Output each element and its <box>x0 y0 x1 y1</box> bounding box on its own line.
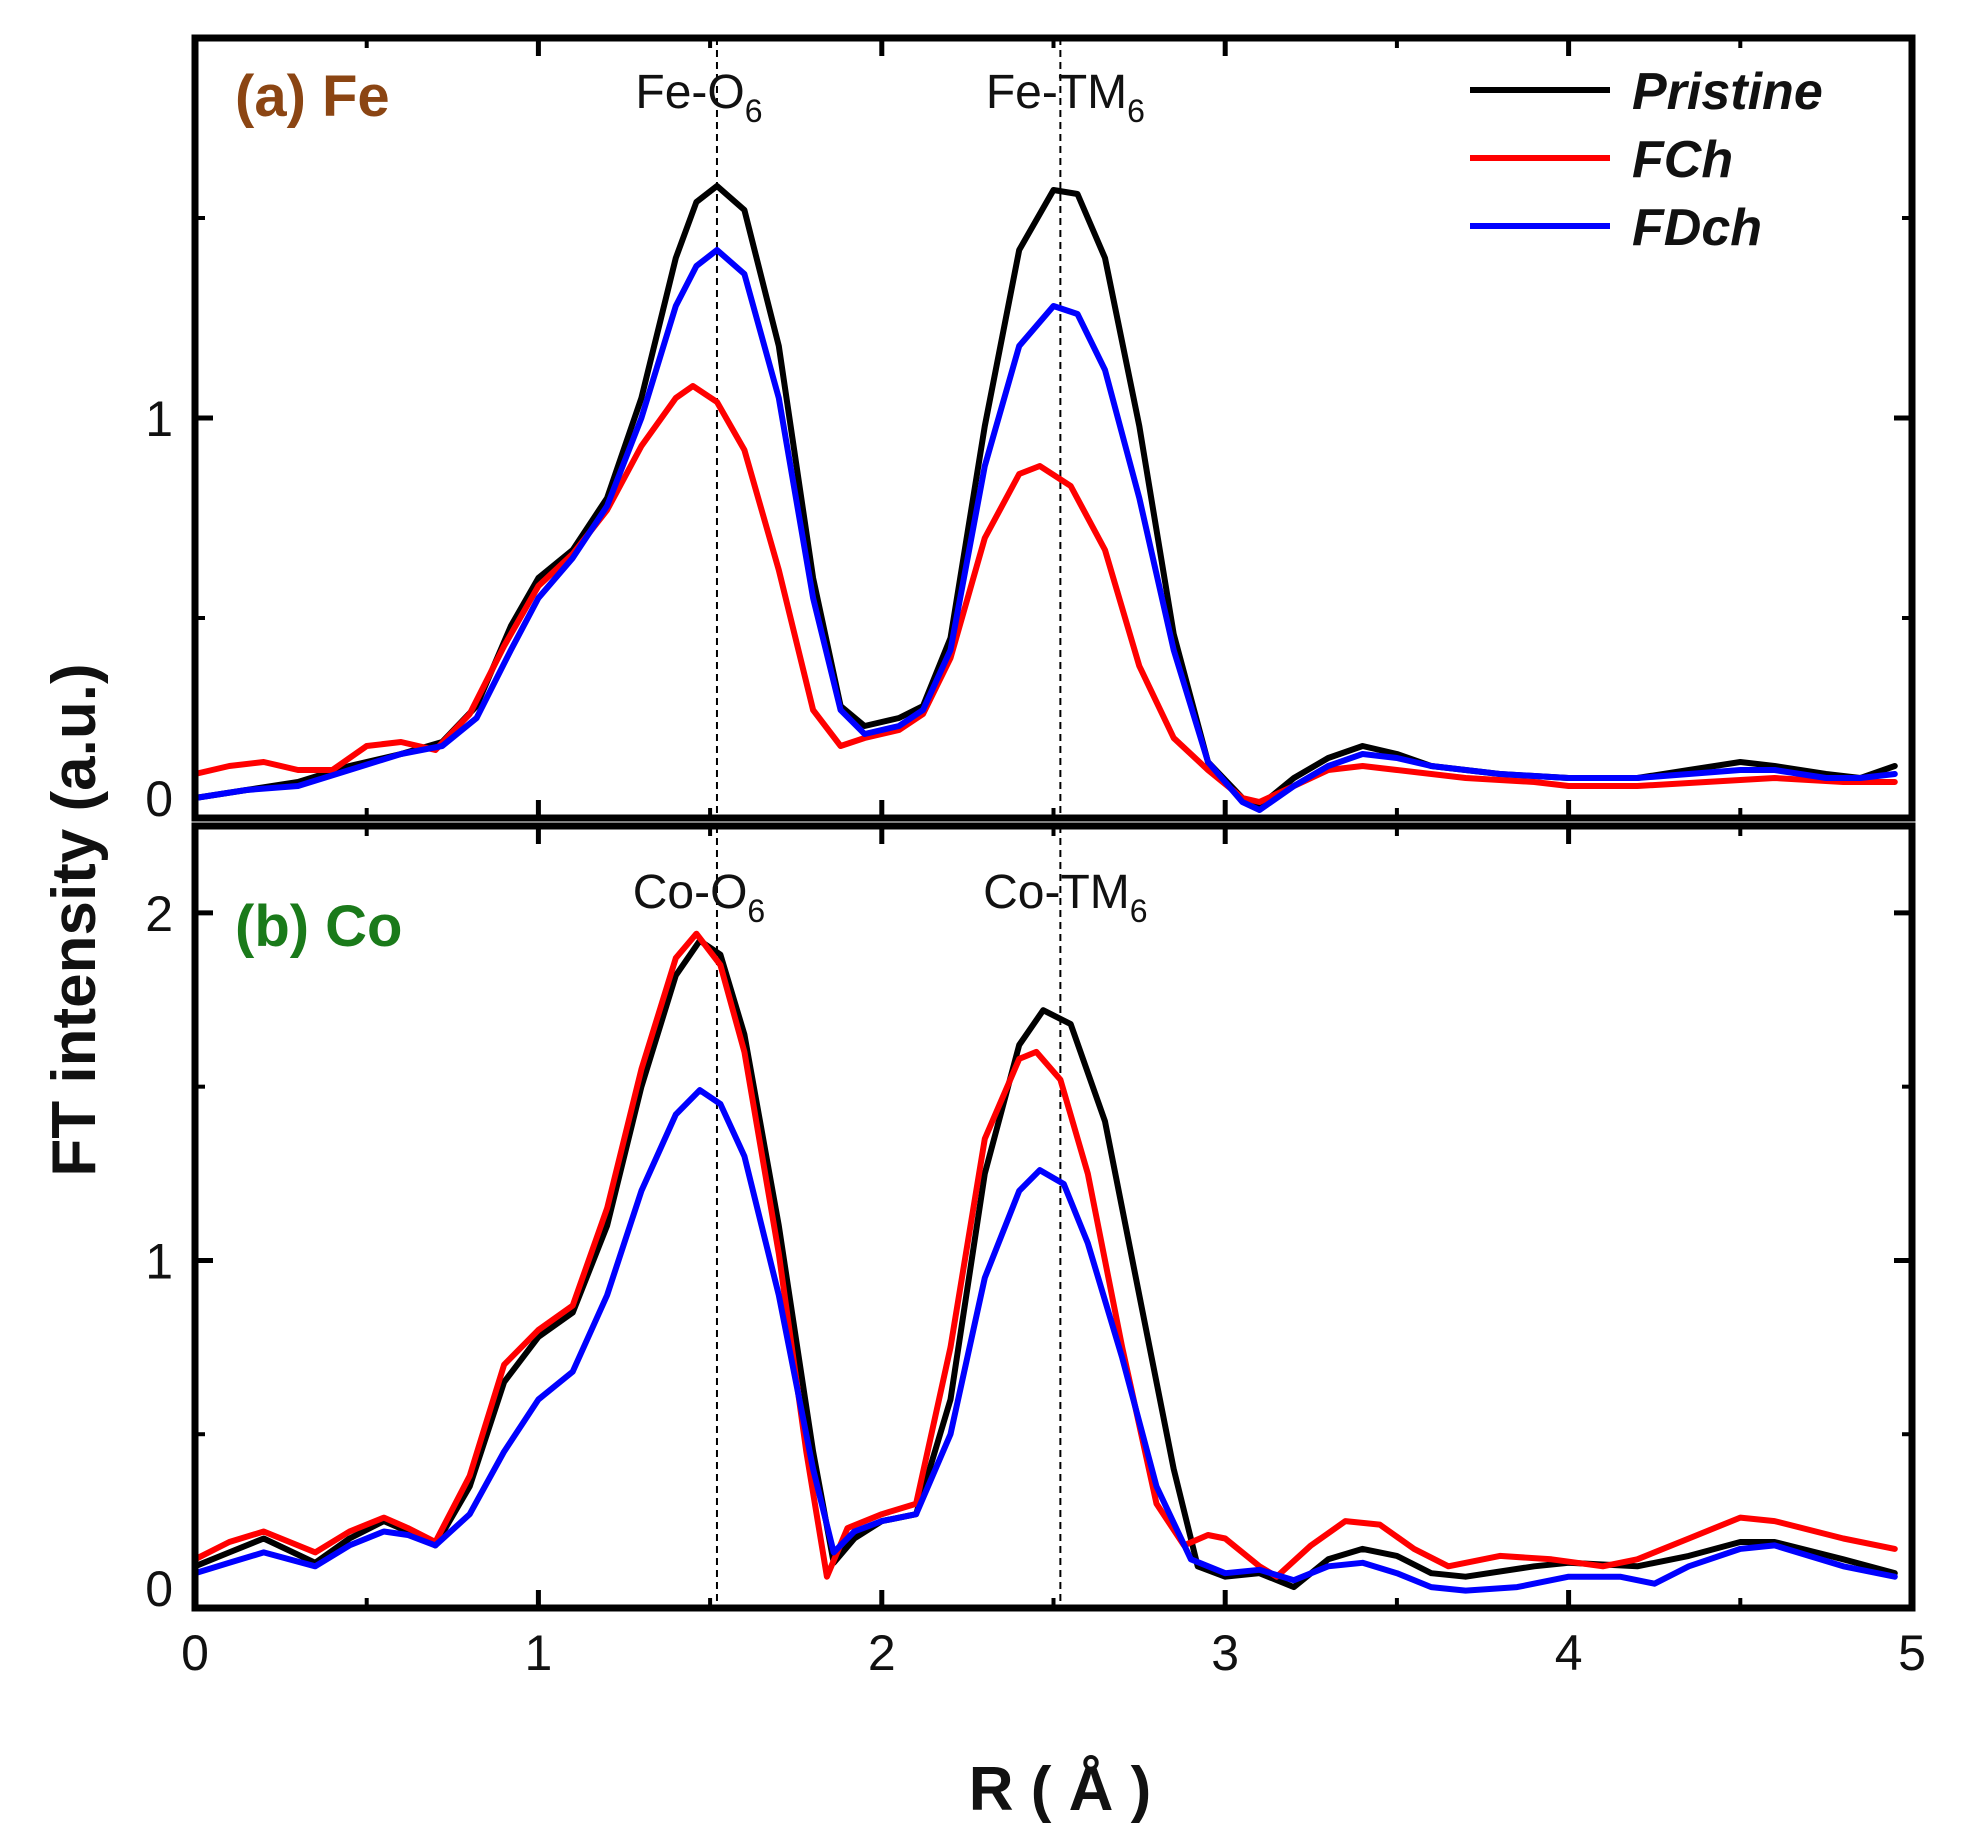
x-tick-label: 5 <box>1898 1625 1926 1681</box>
peak-label-main: Co-O <box>633 866 748 919</box>
legend: Pristine FCh FDch <box>1470 63 1823 257</box>
y-tick-label: 0 <box>145 1561 173 1617</box>
peak-label-subscript: 6 <box>1127 93 1145 129</box>
legend-label-pristine: Pristine <box>1632 63 1823 121</box>
y-axis-title: FT intensity (a.u.) <box>40 663 109 1176</box>
x-tick-label: 2 <box>868 1625 896 1681</box>
peak-label-main: Fe-O <box>635 66 744 119</box>
y-tick-label: 0 <box>145 771 173 827</box>
legend-label-fch: FCh <box>1632 131 1733 189</box>
series-line-fdch <box>192 1087 1898 1594</box>
series-line-fch <box>192 383 1898 805</box>
panel-a-fe: 01(a) Fe Fe-O6 Fe-TM6 <box>145 34 1916 827</box>
x-tick-label: 3 <box>1211 1625 1239 1681</box>
panel-label: (a) Fe <box>235 64 390 129</box>
peak-label-main: Co-TM <box>983 866 1130 919</box>
peak-label-subscript: 6 <box>1130 893 1148 929</box>
x-axis-title: R ( Å ) <box>969 1755 1152 1824</box>
peak-label: Co-O6 <box>633 866 765 929</box>
peak-label: Fe-O6 <box>635 66 762 129</box>
peak-label: Co-TM6 <box>983 866 1147 929</box>
y-tick-label: 1 <box>145 1233 173 1289</box>
panel-label: (b) Co <box>235 894 403 959</box>
peak-label-subscript: 6 <box>745 93 763 129</box>
x-tick-label: 4 <box>1555 1625 1583 1681</box>
legend-label-fdch: FDch <box>1632 199 1762 257</box>
series-line-pristine <box>192 937 1898 1591</box>
peak-label-main: Fe-TM <box>986 66 1127 119</box>
x-tick-label: 1 <box>524 1625 552 1681</box>
x-tick-label: 0 <box>181 1625 209 1681</box>
series-line-fdch <box>192 247 1898 813</box>
peak-label: Fe-TM6 <box>986 66 1145 129</box>
y-tick-label: 2 <box>145 886 173 942</box>
peak-label-subscript: 6 <box>747 893 765 929</box>
series-line-fch <box>192 930 1898 1580</box>
y-tick-label: 1 <box>145 391 173 447</box>
